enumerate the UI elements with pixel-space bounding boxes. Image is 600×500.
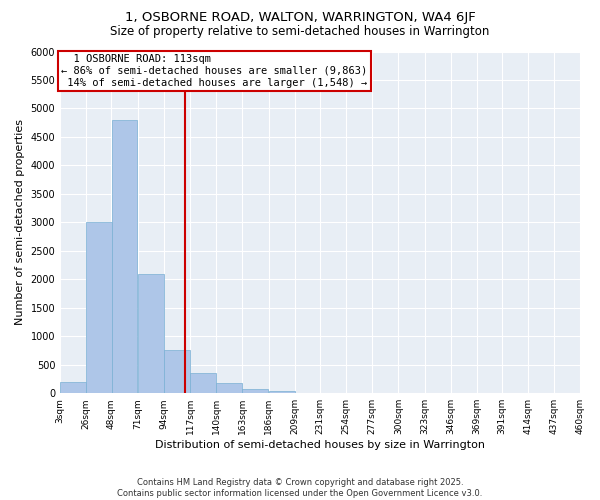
Bar	[60, 382, 86, 393]
Bar	[86, 222, 112, 393]
Bar	[112, 120, 137, 393]
X-axis label: Distribution of semi-detached houses by size in Warrington: Distribution of semi-detached houses by …	[155, 440, 485, 450]
Text: Contains HM Land Registry data © Crown copyright and database right 2025.
Contai: Contains HM Land Registry data © Crown c…	[118, 478, 482, 498]
Bar	[295, 392, 321, 393]
Text: Size of property relative to semi-detached houses in Warrington: Size of property relative to semi-detach…	[110, 24, 490, 38]
Bar	[216, 383, 242, 393]
Bar	[164, 350, 190, 393]
Bar	[269, 391, 295, 393]
Text: 1 OSBORNE ROAD: 113sqm
← 86% of semi-detached houses are smaller (9,863)
 14% of: 1 OSBORNE ROAD: 113sqm ← 86% of semi-det…	[61, 54, 368, 88]
Bar	[190, 374, 216, 393]
Bar	[138, 274, 164, 393]
Bar	[242, 389, 268, 393]
Y-axis label: Number of semi-detached properties: Number of semi-detached properties	[15, 120, 25, 326]
Text: 1, OSBORNE ROAD, WALTON, WARRINGTON, WA4 6JF: 1, OSBORNE ROAD, WALTON, WARRINGTON, WA4…	[125, 11, 475, 24]
